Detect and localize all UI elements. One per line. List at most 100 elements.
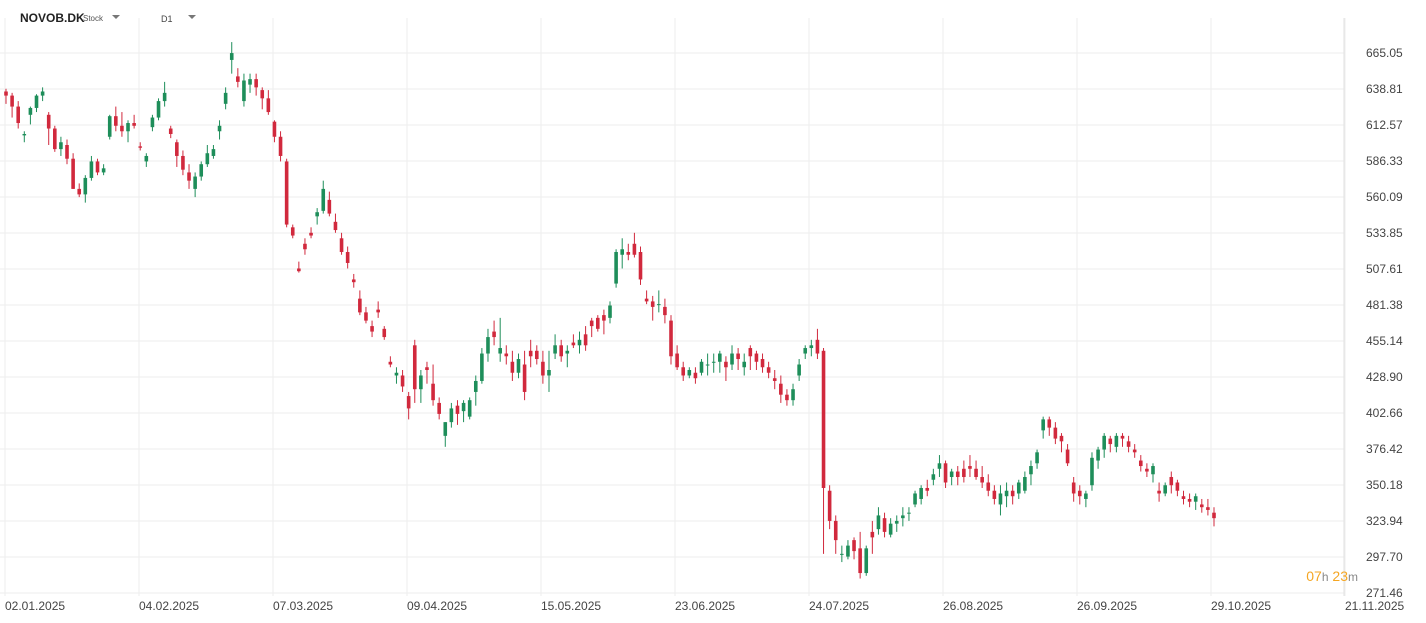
candle <box>577 331 582 354</box>
candle-body <box>309 232 313 236</box>
candle-body <box>175 142 179 156</box>
candle-body <box>1016 482 1021 494</box>
candle <box>193 172 197 198</box>
candle-body <box>559 345 563 357</box>
candle-body <box>595 317 600 329</box>
candle-body <box>943 463 948 483</box>
candle <box>22 131 27 143</box>
candle-body <box>620 249 625 255</box>
candle-body <box>461 402 466 412</box>
candle-body <box>711 361 716 363</box>
candle <box>120 112 124 137</box>
candle <box>1199 498 1204 513</box>
candle <box>919 485 923 505</box>
candle <box>461 400 466 423</box>
candle-body <box>53 128 57 150</box>
candle <box>553 334 557 360</box>
candle-body <box>840 553 844 555</box>
candle <box>217 120 222 140</box>
candle-body <box>907 512 911 514</box>
candle-body <box>315 212 319 217</box>
candle <box>168 125 173 139</box>
candle-body <box>724 361 728 368</box>
candle <box>181 150 185 176</box>
candle <box>492 320 496 346</box>
candle <box>412 339 417 403</box>
candle <box>242 73 246 107</box>
candle <box>83 175 88 203</box>
candle-body <box>1102 435 1106 450</box>
candle <box>1004 482 1009 508</box>
candle <box>559 339 563 362</box>
candle-body <box>699 361 704 373</box>
candle-body <box>473 380 478 392</box>
candle-body <box>657 304 661 306</box>
candle-body <box>492 331 496 338</box>
candle-body <box>290 227 295 236</box>
candle <box>1157 482 1161 502</box>
candle-body <box>144 155 149 162</box>
candle <box>400 369 405 392</box>
candle <box>638 246 643 285</box>
candle-body <box>1108 438 1113 445</box>
candle <box>949 468 954 486</box>
y-tick-label: 638.81 <box>1366 82 1403 96</box>
candle <box>1126 435 1131 453</box>
candle <box>925 479 930 497</box>
candle-body <box>303 243 307 250</box>
candle-body <box>888 523 893 535</box>
candle <box>382 326 387 340</box>
candle-body <box>980 477 984 483</box>
candle <box>1151 463 1155 483</box>
candle <box>571 334 576 349</box>
candle-body <box>809 345 814 349</box>
candle <box>754 350 759 370</box>
candle <box>907 507 911 521</box>
timeframe-dropdown-chevron-icon[interactable] <box>188 15 196 19</box>
candle-body <box>162 92 167 102</box>
candle <box>968 455 972 478</box>
candle-body <box>730 353 734 365</box>
candle-body <box>1151 466 1155 475</box>
y-tick-label: 271.46 <box>1366 586 1403 600</box>
y-tick-label: 665.05 <box>1366 46 1403 60</box>
candle <box>1187 493 1192 508</box>
x-tick-label: 21.11.2025 <box>1345 599 1404 613</box>
candle-body <box>181 155 185 170</box>
candle <box>602 309 606 335</box>
candle <box>779 375 783 403</box>
candle <box>455 400 460 425</box>
candle <box>1041 416 1045 439</box>
candle-body <box>168 128 173 135</box>
candle-body <box>754 353 759 362</box>
candle-body <box>22 134 27 136</box>
symbol-selector[interactable]: NOVOB.DK <box>20 11 85 25</box>
candle <box>1206 498 1210 516</box>
candle-body <box>614 252 618 284</box>
candle <box>589 317 594 338</box>
candle <box>290 224 295 239</box>
candle <box>46 112 51 145</box>
x-tick-label: 09.04.2025 <box>407 599 467 613</box>
candle <box>504 345 509 365</box>
symbol-type-label: Stock <box>83 14 104 23</box>
symbol-dropdown-chevron-icon[interactable] <box>112 15 120 19</box>
candle-body <box>138 146 143 148</box>
candle <box>766 361 771 379</box>
candle <box>730 345 734 370</box>
timeframe-selector[interactable]: D1 <box>161 14 173 24</box>
x-tick-label: 07.03.2025 <box>273 599 333 613</box>
chart-candles <box>4 42 1216 579</box>
candle <box>358 290 362 316</box>
candle-body <box>1212 512 1216 519</box>
candle-body <box>498 348 502 354</box>
y-tick-label: 350.18 <box>1366 478 1403 492</box>
candle-body <box>217 125 222 132</box>
candle <box>4 88 8 104</box>
candle-body <box>376 309 380 313</box>
candle <box>687 367 692 379</box>
candle-body <box>681 367 686 376</box>
y-tick-label: 376.42 <box>1366 442 1403 456</box>
candle <box>846 540 850 560</box>
